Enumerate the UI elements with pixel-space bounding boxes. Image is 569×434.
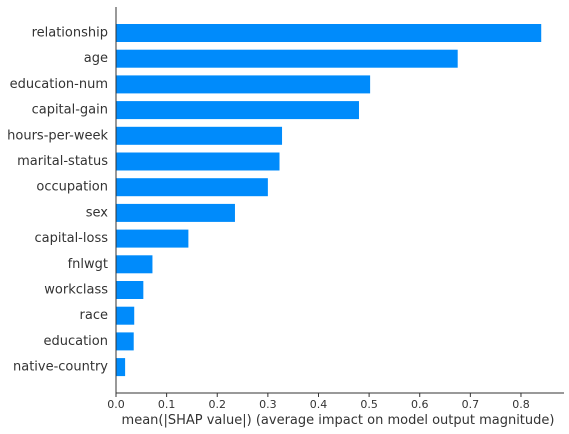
category-label-capital-gain: capital-gain bbox=[32, 103, 108, 118]
bar-race bbox=[116, 306, 135, 325]
bar-relationship bbox=[116, 24, 542, 42]
x-tick-label: 0.4 bbox=[310, 398, 328, 411]
bar-capital-gain bbox=[116, 101, 359, 120]
category-label-workclass: workclass bbox=[44, 283, 108, 298]
category-label-marital-status: marital-status bbox=[17, 154, 108, 169]
category-label-native-country: native-country bbox=[13, 360, 108, 375]
category-label-fnlwgt: fnlwgt bbox=[68, 257, 108, 272]
x-tick-label: 0.8 bbox=[512, 398, 530, 411]
bar-education-num bbox=[116, 75, 371, 94]
category-label-age: age bbox=[84, 51, 108, 66]
bar-hours-per-week bbox=[116, 126, 283, 145]
category-label-education: education bbox=[43, 334, 108, 349]
x-tick-label: 0.7 bbox=[462, 398, 480, 411]
bar-marital-status bbox=[116, 152, 280, 171]
bars-group bbox=[116, 24, 542, 377]
category-labels-group: relationship age education-num capital-gain… bbox=[7, 26, 108, 375]
x-axis-title: mean(|SHAP value|) (average impact on mo… bbox=[122, 413, 555, 428]
category-label-sex: sex bbox=[86, 205, 109, 220]
x-tick-label: 0.3 bbox=[259, 398, 277, 411]
x-tick-label: 0.2 bbox=[208, 398, 226, 411]
bar-workclass bbox=[116, 281, 144, 299]
category-label-capital-loss: capital-loss bbox=[35, 231, 109, 246]
bar-occupation bbox=[116, 178, 268, 197]
x-tick-label: 0.6 bbox=[411, 398, 429, 411]
bar-age bbox=[116, 49, 458, 68]
category-label-hours-per-week: hours-per-week bbox=[7, 128, 108, 143]
category-label-occupation: occupation bbox=[36, 180, 108, 195]
x-tick-label: 0.0 bbox=[107, 398, 125, 411]
x-tick-label: 0.1 bbox=[158, 398, 176, 411]
bar-fnlwgt bbox=[116, 255, 153, 274]
category-label-race: race bbox=[80, 308, 108, 323]
bar-sex bbox=[116, 203, 235, 222]
bar-native-country bbox=[116, 358, 126, 377]
bar-education bbox=[116, 332, 134, 351]
x-tick-label: 0.5 bbox=[360, 398, 378, 411]
bar-capital-loss bbox=[116, 229, 189, 248]
category-label-relationship: relationship bbox=[32, 26, 108, 41]
x-ticks-group: 0.0 0.1 0.2 0.3 0.4 0.5 0.6 0.7 0.8 bbox=[107, 393, 530, 411]
category-label-education-num: education-num bbox=[10, 77, 108, 92]
